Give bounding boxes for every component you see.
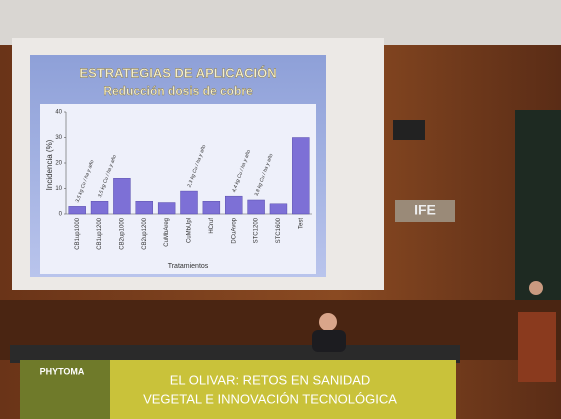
bar [69, 206, 86, 214]
x-tick-label: CB2up1000 [119, 217, 125, 249]
y-tick-label: 40 [55, 110, 62, 116]
bar [158, 203, 175, 214]
x-tick-label: DCuAvop [231, 217, 237, 243]
chart-title: ESTRATEGIAS DE APLICACIÓN [79, 65, 276, 80]
speaker-head [319, 313, 337, 331]
venue-sign: IFE [414, 202, 436, 218]
speaker-body [312, 330, 346, 352]
bar [225, 196, 242, 214]
x-tick-label: CuMbUpl [187, 218, 193, 243]
chart-subtitle: Reducción dosis de cobre [103, 84, 253, 98]
bar [113, 178, 130, 214]
speaker-box [393, 120, 425, 140]
x-tick-label: CB1up1200 [97, 217, 103, 249]
bar [248, 200, 265, 214]
y-axis-label: Incidencia (%) [45, 139, 54, 190]
banner-logo: PHYTOMA [40, 366, 85, 376]
banner-line: EL OLIVAR: RETOS EN SANIDAD [170, 372, 371, 387]
bar [292, 138, 309, 215]
y-tick-label: 30 [55, 135, 62, 141]
side-banner [515, 110, 561, 310]
x-axis-label: Tratamientos [168, 263, 209, 270]
bar [270, 204, 287, 214]
x-tick-label: STC1200 [254, 217, 260, 243]
bar [181, 191, 198, 214]
bar [203, 201, 220, 214]
banner-line: VEGETAL E INNOVACIÓN TECNOLÓGICA [143, 391, 397, 406]
x-tick-label: STC1600 [276, 217, 282, 243]
bar [136, 201, 153, 214]
photo: IFE PHYTOMA EL OLIVAR: RETOS EN SANIDAD … [0, 0, 561, 419]
x-tick-label: Test [298, 218, 304, 229]
y-tick-label: 20 [55, 161, 62, 167]
y-tick-label: 10 [55, 186, 62, 192]
x-tick-label: HCruf [209, 218, 215, 234]
x-tick-label: CB2up1200 [142, 217, 148, 249]
bar [91, 201, 108, 214]
presenter-head [529, 281, 543, 295]
x-tick-label: CB1up1000 [75, 217, 81, 249]
x-tick-label: CuMbAreg [164, 218, 170, 247]
lectern [518, 312, 556, 382]
